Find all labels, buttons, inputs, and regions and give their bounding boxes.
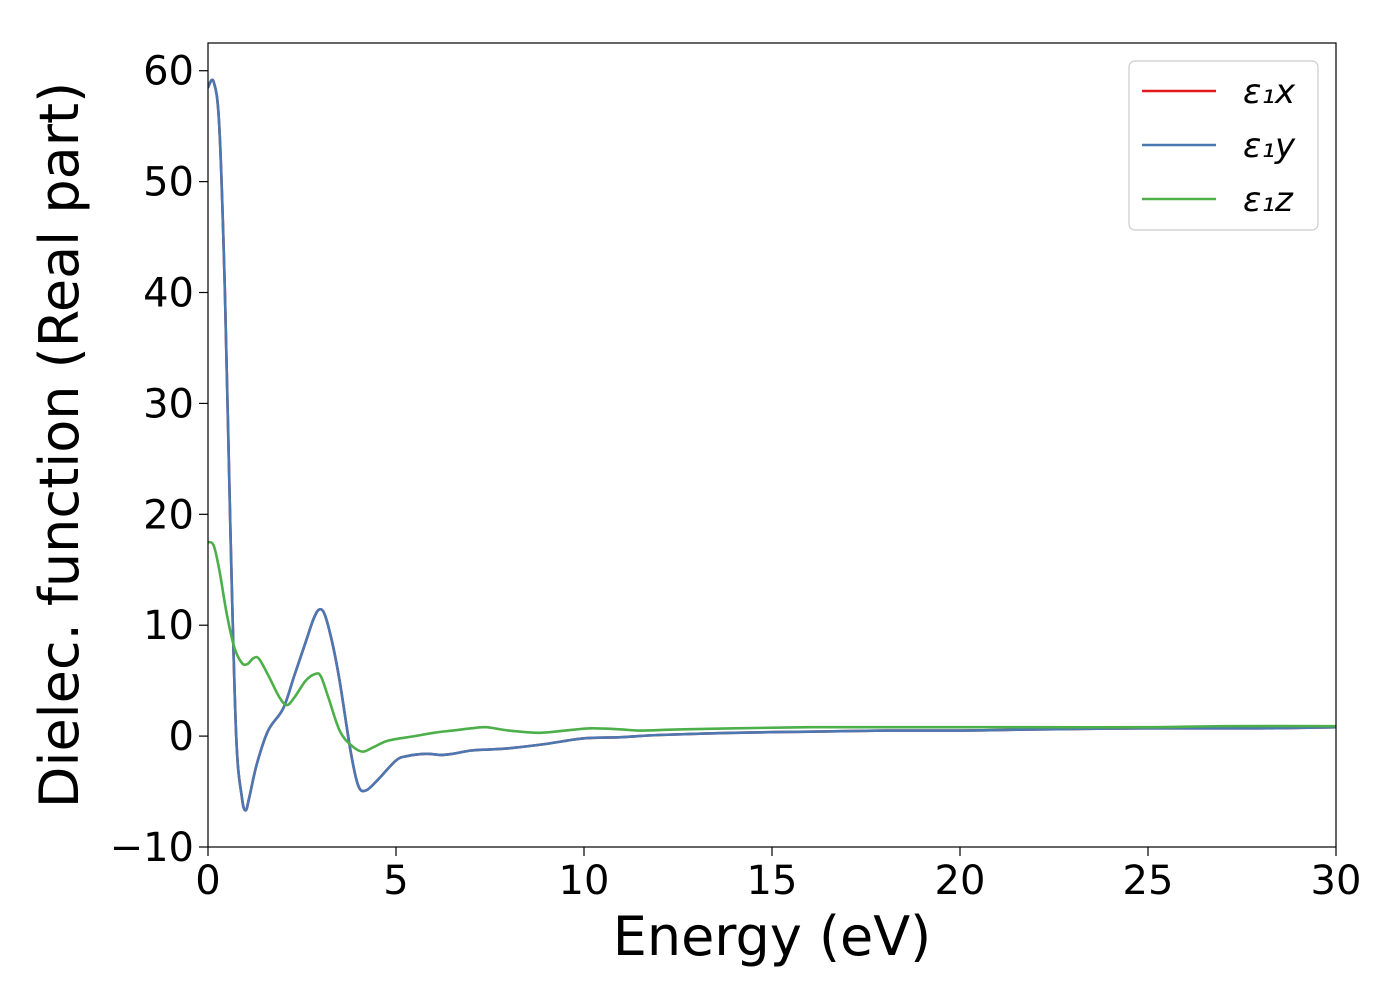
y-tick-label: 0: [169, 714, 194, 760]
series-layer: [208, 78, 1336, 812]
y-tick-label: 50: [143, 160, 194, 206]
x-tick-label: 10: [559, 858, 610, 904]
x-tick-label: 20: [935, 858, 986, 904]
y-tick-label: 30: [143, 381, 194, 427]
x-tick-label: 5: [383, 858, 408, 904]
x-tick-label: 0: [195, 858, 220, 904]
y-axis-label: Dielec. function (Real part): [28, 82, 91, 808]
x-axis-label: Energy (eV): [613, 905, 932, 968]
series-line-3: [208, 540, 1336, 753]
y-tick-label: 10: [143, 603, 194, 649]
y-tick-label: 40: [143, 271, 194, 317]
x-tick-label: 15: [747, 858, 798, 904]
y-tick-label: 60: [143, 49, 194, 95]
x-tick-label: 30: [1311, 858, 1362, 904]
legend-items: ε₁x ε₁y ε₁z: [1142, 72, 1296, 220]
x-tick-label: 25: [1123, 858, 1174, 904]
legend-frame: [1128, 60, 1319, 231]
y-tick-label: 20: [143, 492, 194, 538]
y-axis: −10 0 10 20 30 40 50 60: [110, 49, 208, 871]
x-axis: 0 5 10 15 20 25 30: [195, 847, 1361, 904]
legend: ε₁x ε₁y ε₁z: [1128, 60, 1319, 231]
series-line-2: [208, 78, 1336, 812]
y-tick-label: −10: [110, 825, 194, 871]
legend-label-2: ε₁y: [1243, 126, 1296, 166]
legend-label-3: ε₁z: [1243, 180, 1294, 220]
legend-label-1: ε₁x: [1243, 72, 1296, 112]
